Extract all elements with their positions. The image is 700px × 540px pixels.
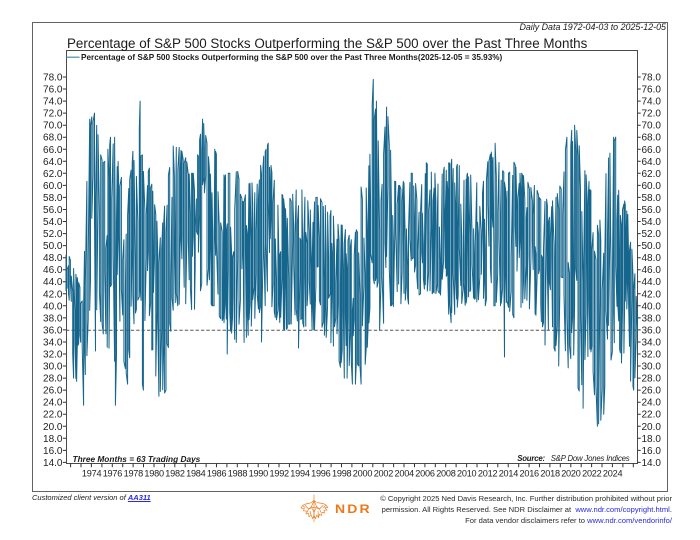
svg-text:1982: 1982 xyxy=(165,468,184,479)
svg-text:26.0: 26.0 xyxy=(43,386,63,397)
svg-text:1990: 1990 xyxy=(249,468,268,479)
svg-text:78.0: 78.0 xyxy=(43,73,63,84)
svg-text:40.0: 40.0 xyxy=(43,301,63,312)
svg-text:30.0: 30.0 xyxy=(43,362,63,373)
svg-text:20.0: 20.0 xyxy=(43,422,63,433)
svg-text:52.0: 52.0 xyxy=(642,229,662,240)
svg-text:22.0: 22.0 xyxy=(43,410,63,421)
svg-text:70.0: 70.0 xyxy=(642,121,662,132)
svg-text:50.0: 50.0 xyxy=(43,241,63,252)
svg-text:26.0: 26.0 xyxy=(642,386,662,397)
svg-text:2012: 2012 xyxy=(478,468,497,479)
svg-text:56.0: 56.0 xyxy=(642,205,662,216)
svg-text:2020: 2020 xyxy=(561,468,580,479)
svg-text:14.0: 14.0 xyxy=(642,458,662,469)
svg-text:38.0: 38.0 xyxy=(642,313,662,324)
svg-text:24.0: 24.0 xyxy=(43,398,63,409)
svg-text:48.0: 48.0 xyxy=(43,253,63,264)
svg-text:34.0: 34.0 xyxy=(43,338,63,349)
svg-text:72.0: 72.0 xyxy=(43,109,63,120)
svg-text:74.0: 74.0 xyxy=(642,97,662,108)
svg-text:1978: 1978 xyxy=(124,468,143,479)
svg-text:22.0: 22.0 xyxy=(642,410,662,421)
svg-text:1974: 1974 xyxy=(82,468,102,479)
svg-text:2010: 2010 xyxy=(457,468,476,479)
svg-text:68.0: 68.0 xyxy=(642,133,662,144)
svg-text:30.0: 30.0 xyxy=(642,362,662,373)
svg-text:60.0: 60.0 xyxy=(642,181,662,192)
svg-text:1976: 1976 xyxy=(103,468,122,479)
svg-text:2014: 2014 xyxy=(499,468,519,479)
svg-text:72.0: 72.0 xyxy=(642,109,662,120)
svg-text:42.0: 42.0 xyxy=(642,289,662,300)
svg-text:64.0: 64.0 xyxy=(642,157,662,168)
svg-text:2004: 2004 xyxy=(395,468,415,479)
svg-text:60.0: 60.0 xyxy=(43,181,63,192)
svg-text:76.0: 76.0 xyxy=(43,85,63,96)
svg-text:74.0: 74.0 xyxy=(43,97,63,108)
svg-text:16.0: 16.0 xyxy=(43,446,63,457)
svg-text:2024: 2024 xyxy=(603,468,623,479)
svg-text:20.0: 20.0 xyxy=(642,422,662,433)
svg-text:76.0: 76.0 xyxy=(642,85,662,96)
svg-text:58.0: 58.0 xyxy=(642,193,662,204)
svg-text:18.0: 18.0 xyxy=(642,434,662,445)
svg-text:44.0: 44.0 xyxy=(43,277,63,288)
svg-text:1984: 1984 xyxy=(186,468,206,479)
svg-text:50.0: 50.0 xyxy=(642,241,662,252)
svg-text:24.0: 24.0 xyxy=(642,398,662,409)
svg-text:2018: 2018 xyxy=(540,468,559,479)
svg-text:48.0: 48.0 xyxy=(642,253,662,264)
svg-text:66.0: 66.0 xyxy=(43,145,63,156)
svg-text:36.0: 36.0 xyxy=(43,325,63,336)
svg-text:40.0: 40.0 xyxy=(642,301,662,312)
svg-text:54.0: 54.0 xyxy=(43,217,63,228)
svg-text:32.0: 32.0 xyxy=(642,350,662,361)
svg-text:2006: 2006 xyxy=(415,468,434,479)
svg-text:1994: 1994 xyxy=(290,468,310,479)
svg-text:64.0: 64.0 xyxy=(43,157,63,168)
svg-text:70.0: 70.0 xyxy=(43,121,63,132)
svg-text:36.0: 36.0 xyxy=(642,325,662,336)
svg-text:44.0: 44.0 xyxy=(642,277,662,288)
svg-text:46.0: 46.0 xyxy=(43,265,63,276)
svg-text:38.0: 38.0 xyxy=(43,313,63,324)
svg-text:2000: 2000 xyxy=(353,468,372,479)
svg-text:46.0: 46.0 xyxy=(642,265,662,276)
svg-text:2022: 2022 xyxy=(582,468,601,479)
svg-text:62.0: 62.0 xyxy=(43,169,63,180)
svg-text:66.0: 66.0 xyxy=(642,145,662,156)
svg-text:1986: 1986 xyxy=(207,468,226,479)
svg-text:78.0: 78.0 xyxy=(642,73,662,84)
svg-text:54.0: 54.0 xyxy=(642,217,662,228)
svg-text:52.0: 52.0 xyxy=(43,229,63,240)
svg-text:2002: 2002 xyxy=(374,468,393,479)
svg-text:2008: 2008 xyxy=(436,468,455,479)
svg-text:1998: 1998 xyxy=(332,468,351,479)
svg-text:1980: 1980 xyxy=(144,468,163,479)
svg-text:1996: 1996 xyxy=(311,468,330,479)
svg-text:2016: 2016 xyxy=(520,468,539,479)
svg-text:1992: 1992 xyxy=(270,468,289,479)
svg-text:68.0: 68.0 xyxy=(43,133,63,144)
svg-text:42.0: 42.0 xyxy=(43,289,63,300)
svg-text:56.0: 56.0 xyxy=(43,205,63,216)
svg-text:58.0: 58.0 xyxy=(43,193,63,204)
svg-text:32.0: 32.0 xyxy=(43,350,63,361)
svg-text:16.0: 16.0 xyxy=(642,446,662,457)
svg-text:62.0: 62.0 xyxy=(642,169,662,180)
svg-text:1988: 1988 xyxy=(228,468,247,479)
svg-text:18.0: 18.0 xyxy=(43,434,63,445)
svg-text:28.0: 28.0 xyxy=(642,374,662,385)
svg-text:28.0: 28.0 xyxy=(43,374,63,385)
svg-text:34.0: 34.0 xyxy=(642,338,662,349)
svg-text:14.0: 14.0 xyxy=(43,458,63,469)
